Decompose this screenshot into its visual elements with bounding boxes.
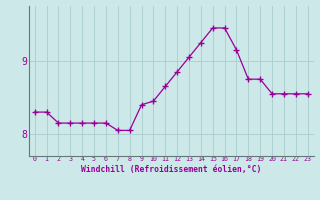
X-axis label: Windchill (Refroidissement éolien,°C): Windchill (Refroidissement éolien,°C)	[81, 165, 261, 174]
